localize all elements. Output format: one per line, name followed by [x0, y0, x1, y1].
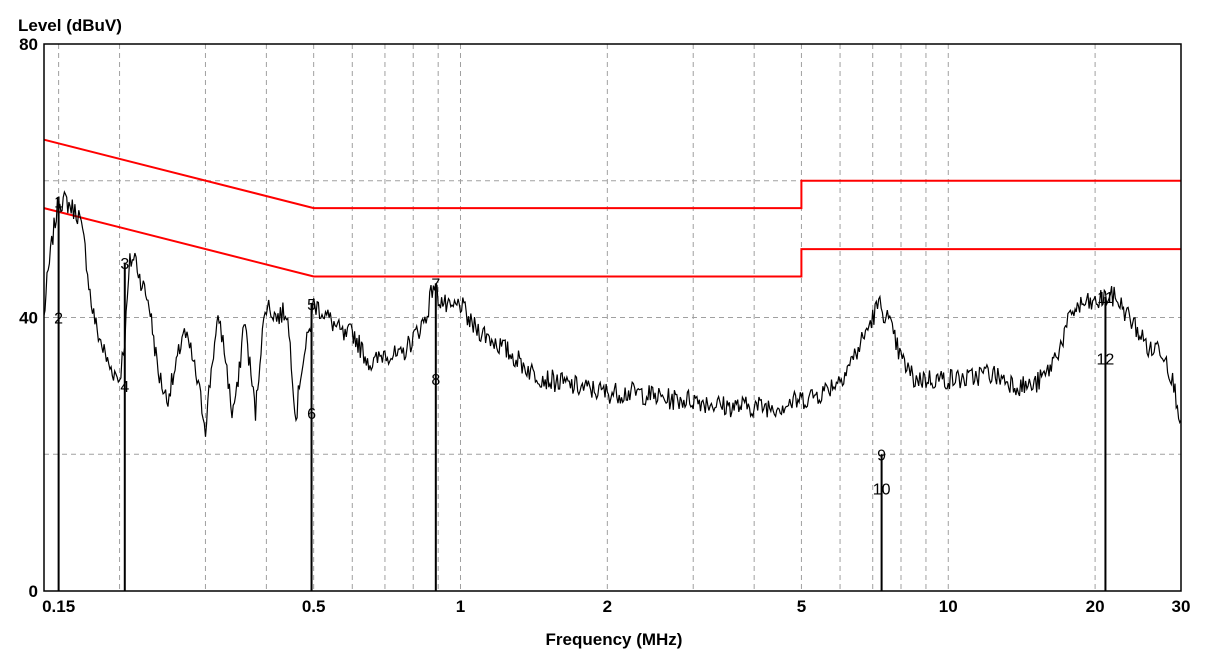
limit-line-avg: [43, 207, 1181, 278]
x-tick-label: 20: [1086, 597, 1105, 616]
marker-label: 9: [877, 447, 886, 464]
y-axis-label: Level (dBuV): [18, 16, 122, 35]
y-tick-label: 0: [29, 582, 38, 601]
marker-label: 8: [431, 372, 440, 389]
marker-label: 4: [120, 379, 129, 396]
marker-label: 1: [54, 194, 63, 211]
y-tick-label: 40: [19, 309, 38, 328]
marker-label: 7: [431, 276, 440, 293]
x-tick-label: 1: [456, 597, 465, 616]
plot-frame: [43, 43, 1182, 592]
x-tick-label: 0.15: [42, 597, 75, 616]
marker-label: 5: [307, 297, 316, 314]
x-axis-label: Frequency (MHz): [546, 630, 683, 649]
x-tick-label: 5: [797, 597, 806, 616]
y-tick-label: 80: [19, 35, 38, 54]
marker-label: 2: [54, 311, 63, 328]
x-tick-label: 2: [603, 597, 612, 616]
marker-label: 12: [1097, 352, 1115, 369]
marker-label: 6: [307, 406, 316, 423]
x-tick-label: 0.5: [302, 597, 326, 616]
x-tick-label: 30: [1172, 597, 1191, 616]
grid-lines: [44, 44, 1181, 591]
trace-line: [43, 190, 1182, 437]
marker-label: 3: [120, 256, 129, 273]
x-tick-label: 10: [939, 597, 958, 616]
emission-trace: [43, 190, 1182, 437]
marker-label: 11: [1097, 290, 1114, 307]
limit-lines: [43, 138, 1181, 278]
marker-label: 10: [873, 481, 891, 498]
limit-line-qp: [43, 138, 1181, 210]
